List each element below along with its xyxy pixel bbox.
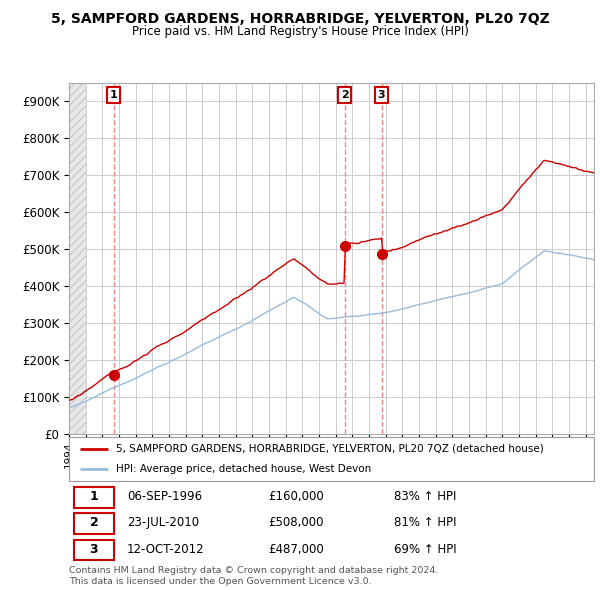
- Text: £160,000: £160,000: [269, 490, 324, 503]
- FancyBboxPatch shape: [74, 539, 113, 560]
- Text: 3: 3: [89, 543, 98, 556]
- Text: 1: 1: [110, 90, 118, 100]
- Text: £508,000: £508,000: [269, 516, 324, 529]
- Bar: [69, 83, 86, 434]
- Text: 06-SEP-1996: 06-SEP-1996: [127, 490, 202, 503]
- Text: 23-JUL-2010: 23-JUL-2010: [127, 516, 199, 529]
- Text: 2: 2: [341, 90, 349, 100]
- Text: Contains HM Land Registry data © Crown copyright and database right 2024.
This d: Contains HM Land Registry data © Crown c…: [69, 566, 439, 586]
- FancyBboxPatch shape: [74, 487, 113, 507]
- Text: 12-OCT-2012: 12-OCT-2012: [127, 543, 205, 556]
- Text: £487,000: £487,000: [269, 543, 324, 556]
- FancyBboxPatch shape: [74, 513, 113, 534]
- Text: 69% ↑ HPI: 69% ↑ HPI: [395, 543, 457, 556]
- Text: 5, SAMPFORD GARDENS, HORRABRIDGE, YELVERTON, PL20 7QZ (detached house): 5, SAMPFORD GARDENS, HORRABRIDGE, YELVER…: [116, 444, 544, 454]
- Text: 3: 3: [377, 90, 385, 100]
- Text: 83% ↑ HPI: 83% ↑ HPI: [395, 490, 457, 503]
- Text: 5, SAMPFORD GARDENS, HORRABRIDGE, YELVERTON, PL20 7QZ: 5, SAMPFORD GARDENS, HORRABRIDGE, YELVER…: [50, 12, 550, 26]
- Text: 81% ↑ HPI: 81% ↑ HPI: [395, 516, 457, 529]
- Text: 2: 2: [89, 516, 98, 529]
- Text: 1: 1: [89, 490, 98, 503]
- Text: Price paid vs. HM Land Registry's House Price Index (HPI): Price paid vs. HM Land Registry's House …: [131, 25, 469, 38]
- Text: HPI: Average price, detached house, West Devon: HPI: Average price, detached house, West…: [116, 464, 371, 474]
